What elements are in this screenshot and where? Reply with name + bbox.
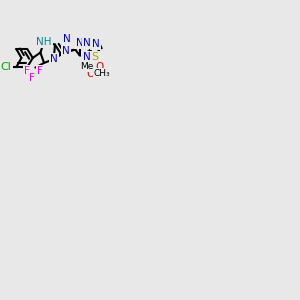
Text: F: F [37, 66, 43, 76]
Text: CH₃: CH₃ [94, 69, 110, 78]
Text: F: F [29, 73, 35, 82]
Text: S: S [91, 52, 98, 62]
Text: N: N [83, 52, 91, 62]
Text: O: O [86, 68, 95, 79]
Text: F: F [24, 66, 30, 76]
Text: O: O [95, 62, 104, 72]
Text: N: N [76, 38, 83, 48]
Text: N: N [62, 46, 70, 56]
Text: NH: NH [36, 37, 52, 46]
Text: Cl: Cl [0, 62, 11, 72]
Text: N: N [92, 39, 99, 49]
Text: Me: Me [80, 62, 93, 71]
Text: N: N [83, 38, 91, 48]
Text: N: N [63, 34, 70, 44]
Text: N: N [50, 54, 58, 64]
